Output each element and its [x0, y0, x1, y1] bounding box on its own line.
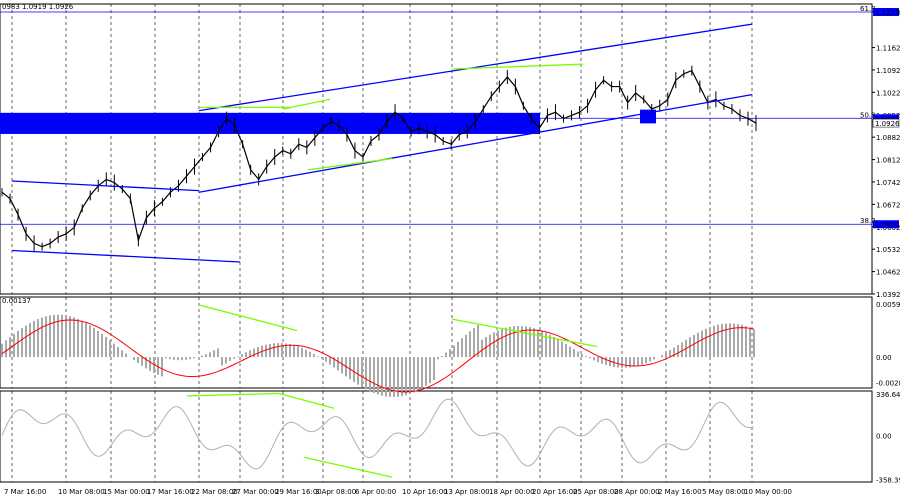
fib-level-tag: [873, 220, 899, 229]
price-divergence-line: [282, 98, 331, 110]
cci-line: [1, 398, 755, 470]
cci-y-tick-label: 0.00: [876, 432, 892, 440]
price-y-tick-label: 1.0462: [876, 269, 900, 277]
x-tick-label: 10 May 00:00: [744, 488, 792, 496]
price-y-tick-label: 1.0742: [876, 179, 900, 187]
fib-level-label: 50.0: [860, 111, 876, 119]
fib-level-tag-text: 1.0610: [875, 221, 900, 229]
price-y-tick-label: 1.1092: [876, 67, 900, 75]
price-y-tick-label: 1.0672: [876, 201, 900, 209]
price-line: [1, 69, 757, 248]
price-header: 0983 1.0919 1.0926: [2, 3, 74, 11]
x-tick-label: 20 Apr 16:00: [532, 488, 578, 496]
price-divergence-line: [451, 63, 584, 70]
x-tick-label: 7 Mar 16:00: [4, 488, 46, 496]
cci-y-tick-label: 336.644: [876, 391, 900, 399]
cci-panel: [1, 392, 755, 478]
cci-divergence-line: [186, 392, 280, 397]
x-tick-label: 25 Apr 08:00: [573, 488, 619, 496]
price-y-tick-label: 1.0882: [876, 134, 900, 142]
fib-level-tag: [873, 8, 899, 17]
x-tick-label: 15 Mar 00:00: [103, 488, 150, 496]
price-y-tick-label: 1.0812: [876, 157, 900, 165]
rising-channel-lower: [198, 93, 753, 193]
price-y-tick-label: 1.1022: [876, 89, 900, 97]
x-tick-label: 17 Mar 16:00: [147, 488, 194, 496]
price-y-tick-label: 1.0532: [876, 246, 900, 254]
x-tick-label: 10 Mar 08:00: [58, 488, 105, 496]
macd-y-tick-label: 0.00: [876, 354, 892, 362]
panel-frame: [0, 296, 873, 389]
cci-divergence-line: [278, 392, 335, 409]
x-tick-label: 3 Apr 08:00: [315, 488, 356, 496]
macd-divergence-line: [198, 304, 298, 332]
macd-y-tick-label: -0.00285: [876, 379, 900, 387]
falling-channel-upper: [11, 180, 200, 192]
macd-y-tick-label: 0.00599: [876, 301, 900, 309]
falling-channel-lower: [11, 249, 241, 263]
x-tick-label: 5 May 08:00: [702, 488, 746, 496]
x-tick-label: 6 Apr 00:00: [355, 488, 396, 496]
macd-header: 0.00137: [2, 297, 31, 305]
cci-divergence-line: [303, 456, 393, 478]
x-tick-label: 22 Mar 08:00: [191, 488, 238, 496]
current-price-tag: [872, 118, 900, 128]
x-tick-label: 13 Apr 08:00: [444, 488, 490, 496]
fib-level-tag-text: 1.1273: [875, 9, 900, 17]
macd-panel: [1, 304, 755, 398]
price-divergence-line: [307, 157, 393, 171]
support-zone-1: [0, 112, 540, 134]
rising-channel-upper: [198, 23, 753, 112]
fib-level-label: 61.8: [860, 5, 876, 13]
price-panel: 61.8 50.0 38.2: [0, 5, 876, 263]
panel-frame: [0, 390, 873, 483]
panel-frame: [0, 3, 873, 295]
macd-signal-line: [1, 319, 755, 393]
price-y-tick-label: 1.1162: [876, 45, 900, 53]
x-tick-label: 28 Apr 00:00: [614, 488, 660, 496]
price-y-tick-label: 1.0392: [876, 291, 900, 299]
fib-level-tag: [873, 114, 899, 123]
macd-divergence-line: [451, 318, 598, 348]
grid: [0, 3, 873, 483]
x-tick-label: 18 Apr 00:00: [489, 488, 535, 496]
x-tick-label: 29 Mar 16:00: [275, 488, 322, 496]
x-tick-label: 2 May 16:00: [658, 488, 702, 496]
x-tick-label: 27 Mar 00:00: [232, 488, 279, 496]
x-tick-label: 10 Apr 16:00: [402, 488, 448, 496]
current-price-tag-text: 1.0926: [875, 120, 900, 128]
fib-level-label: 38.2: [860, 217, 876, 225]
cci-y-tick-label: -358.398: [876, 476, 900, 484]
